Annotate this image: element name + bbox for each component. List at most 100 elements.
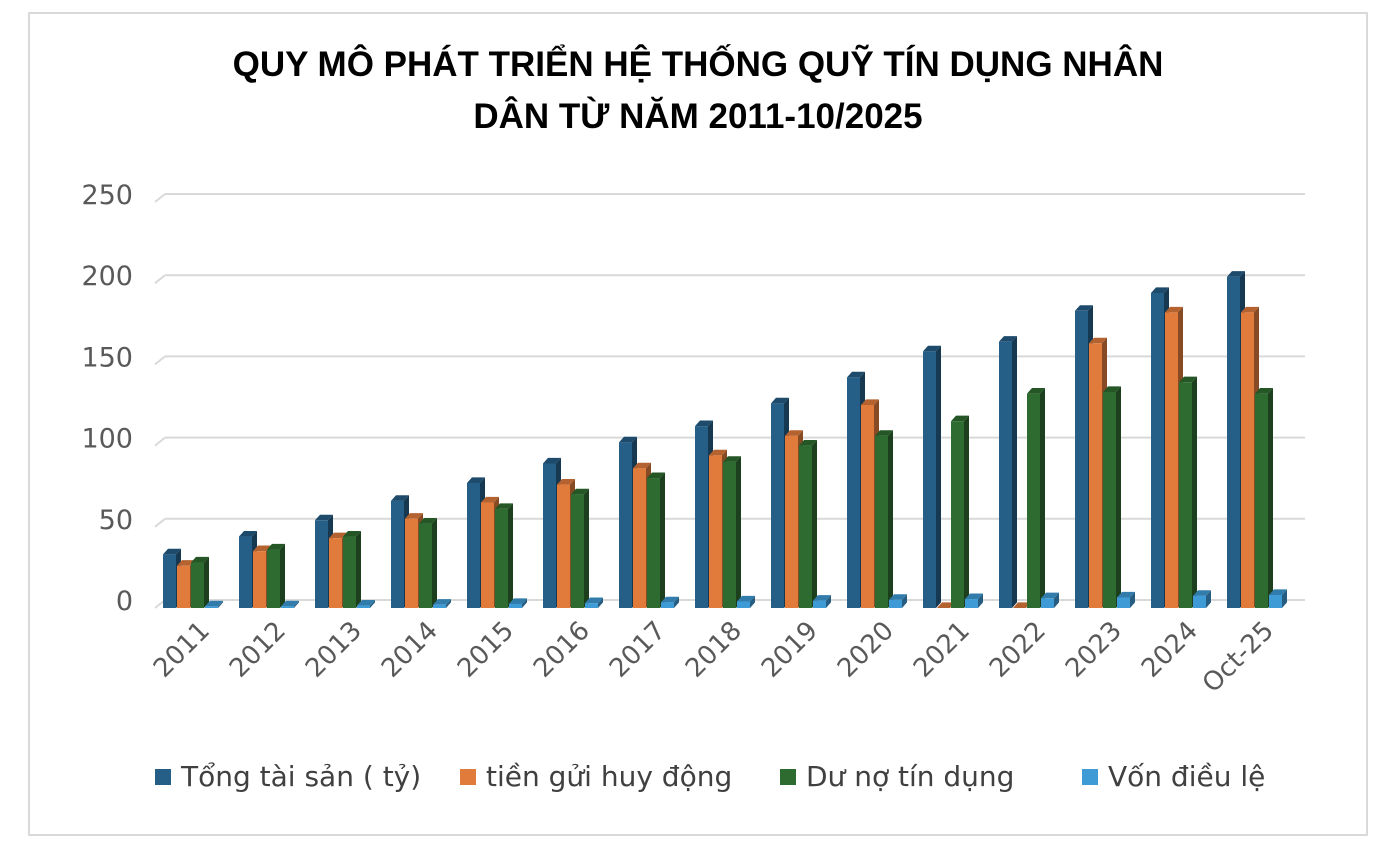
gridline-depth-100 xyxy=(154,436,166,447)
bar-tien-gui-huy-dong-2016-top xyxy=(557,478,575,485)
bar-tien-gui-huy-dong-2012-top xyxy=(253,545,271,552)
bar-von-dieu-le-2014-top xyxy=(433,599,451,605)
bar-du-no-tin-dung-2014-top xyxy=(419,517,437,524)
bar-von-dieu-le-2022 xyxy=(1041,598,1054,608)
bar-von-dieu-le-2022-side xyxy=(1054,592,1059,608)
legend-item-tien-gui-huy-dong: tiền gửi huy động xyxy=(460,760,732,793)
bar-tien-gui-huy-dong-2011-top xyxy=(177,560,195,566)
bar-tien-gui-huy-dong-2023-top xyxy=(1089,337,1107,344)
bar-tong-tai-san-ty-2016 xyxy=(543,463,556,608)
y-tick-label-250: 250 xyxy=(81,180,133,211)
bar-von-dieu-le-2017-top xyxy=(661,596,679,603)
legend-swatch-von-dieu-le xyxy=(1082,768,1098,785)
bar-von-dieu-le-2012-side xyxy=(294,600,299,608)
legend-label-tong-tai-san: Tổng tài sản ( tỷ) xyxy=(181,760,422,793)
bar-tien-gui-huy-dong-2014 xyxy=(405,518,418,608)
bar-von-dieu-le-2022-top xyxy=(1041,592,1059,599)
bar-von-dieu-le-oct-25 xyxy=(1269,595,1282,608)
y-tick-label-0: 0 xyxy=(116,586,133,617)
bar-tong-tai-san-ty-2020 xyxy=(847,377,860,608)
bar-von-dieu-le-2019-side xyxy=(826,595,831,608)
bar-tien-gui-huy-dong-2017-top xyxy=(633,462,651,469)
bar-du-no-tin-dung-2011 xyxy=(191,562,204,608)
bar-tien-gui-huy-dong-2013-top xyxy=(329,532,347,539)
bar-von-dieu-le-2016 xyxy=(585,603,598,608)
bar-von-dieu-le-2024-side xyxy=(1206,590,1211,608)
x-tick-label-2020: 2020 xyxy=(832,616,900,684)
bar-tong-tai-san-ty-2011 xyxy=(163,554,176,608)
bar-von-dieu-le-2018 xyxy=(737,601,750,608)
bar-von-dieu-le-2014 xyxy=(433,604,446,608)
x-tick-label-2022: 2022 xyxy=(984,616,1052,684)
gridline-depth-150 xyxy=(154,355,166,366)
bar-tong-tai-san-ty-2013 xyxy=(315,520,328,608)
bar-du-no-tin-dung-2022-top xyxy=(1027,388,1045,394)
bar-von-dieu-le-2011 xyxy=(205,606,218,608)
bar-du-no-tin-dung-2014 xyxy=(419,523,432,608)
bar-tong-tai-san-ty-2011-top xyxy=(163,548,181,555)
x-tick-label-2013: 2013 xyxy=(300,616,368,684)
bar-du-no-tin-dung-2018 xyxy=(723,461,736,608)
bar-du-no-tin-dung-2021 xyxy=(951,421,964,608)
x-tick-label-2021: 2021 xyxy=(908,616,976,684)
bar-tong-tai-san-ty-2017 xyxy=(619,442,632,608)
bar-du-no-tin-dung-2016-side xyxy=(584,488,589,608)
legend-item-von-dieu-le: Vốn điều lệ xyxy=(1082,760,1265,793)
bar-von-dieu-le-2017-side xyxy=(674,596,679,608)
bar-du-no-tin-dung-2018-top xyxy=(723,456,741,462)
bar-du-no-tin-dung-2021-side xyxy=(964,415,969,608)
bar-tien-gui-huy-dong-2013 xyxy=(329,538,342,608)
bar-von-dieu-le-2015 xyxy=(509,603,522,608)
bar-du-no-tin-dung-2020-top xyxy=(875,430,893,436)
bar-von-dieu-le-2012-top xyxy=(281,600,299,607)
bar-tien-gui-huy-dong-2014-top xyxy=(405,513,423,519)
bar-du-no-tin-dung-2019-top xyxy=(799,440,817,446)
bar-du-no-tin-dung-2013-top xyxy=(343,530,361,537)
bar-tong-tai-san-ty-2022-top xyxy=(999,336,1017,342)
x-tick-label-2015: 2015 xyxy=(452,616,520,684)
bar-von-dieu-le-2020-side xyxy=(902,594,907,608)
bar-von-dieu-le-2021 xyxy=(965,599,978,608)
legend-swatch-du-no-tin-dung xyxy=(780,768,796,785)
bar-von-dieu-le-2018-side xyxy=(750,595,755,608)
bar-tong-tai-san-ty-2022-side xyxy=(1012,336,1017,608)
bar-tien-gui-huy-dong-2024 xyxy=(1165,312,1178,608)
bar-von-dieu-le-2019-top xyxy=(813,595,831,601)
bar-du-no-tin-dung-2015 xyxy=(495,508,508,608)
bar-von-dieu-le-2013-top xyxy=(357,599,375,606)
bar-du-no-tin-dung-2020-side xyxy=(888,430,893,608)
x-tick-label-oct-25: Oct-25 xyxy=(1197,616,1280,699)
bar-tien-gui-huy-dong-2021-top xyxy=(937,602,955,608)
bar-von-dieu-le-2021-side xyxy=(978,593,983,608)
bar-du-no-tin-dung-2014-side xyxy=(432,517,437,608)
bar-du-no-tin-dung-oct-25 xyxy=(1255,393,1268,608)
bar-tong-tai-san-ty-2012-top xyxy=(239,530,257,537)
bar-tong-tai-san-ty-2019-top xyxy=(771,397,789,404)
bar-tong-tai-san-ty-2012 xyxy=(239,536,252,608)
bar-tong-tai-san-ty-2018 xyxy=(695,426,708,608)
bar-du-no-tin-dung-2012 xyxy=(267,549,280,608)
bar-tien-gui-huy-dong-2018-top xyxy=(709,449,727,456)
x-tick-label-2019: 2019 xyxy=(756,616,824,684)
bar-von-dieu-le-2023 xyxy=(1117,597,1130,608)
bar-du-no-tin-dung-2017 xyxy=(647,478,660,608)
bar-von-dieu-le-oct-25-side xyxy=(1282,589,1287,608)
bar-du-no-tin-dung-2012-top xyxy=(267,543,285,550)
bar-du-no-tin-dung-2011-side xyxy=(204,556,209,608)
legend-label-du-no-tin-dung: Dư nợ tín dụng xyxy=(806,760,1015,793)
x-tick-label-2016: 2016 xyxy=(528,616,596,684)
bar-von-dieu-le-2015-top xyxy=(509,598,527,604)
bar-tong-tai-san-ty-2022 xyxy=(999,341,1012,608)
bar-du-no-tin-dung-2019 xyxy=(799,445,812,608)
bar-du-no-tin-dung-2012-side xyxy=(280,543,285,608)
x-tick-label-2014: 2014 xyxy=(376,616,444,684)
bar-tien-gui-huy-dong-oct-25-top xyxy=(1241,306,1259,313)
bar-tong-tai-san-ty-2024-top xyxy=(1151,287,1169,293)
bar-du-no-tin-dung-2015-top xyxy=(495,503,513,509)
bar-tong-tai-san-ty-2015-top xyxy=(467,477,485,483)
bar-du-no-tin-dung-2017-top xyxy=(647,472,665,479)
bar-tien-gui-huy-dong-2022-top xyxy=(1013,602,1031,608)
gridline-depth-50 xyxy=(154,518,166,528)
bar-tien-gui-huy-dong-2012 xyxy=(253,551,266,608)
